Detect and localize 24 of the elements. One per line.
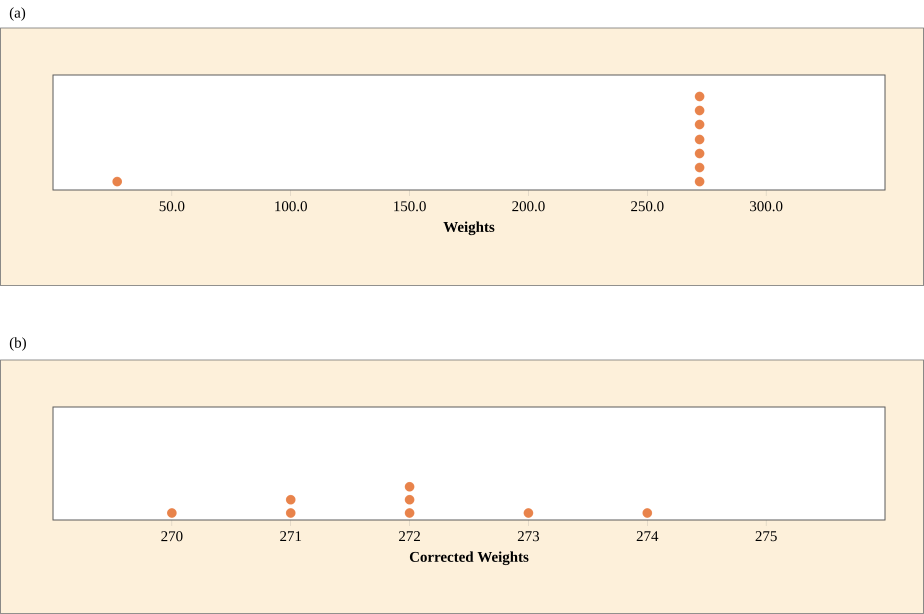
- chart-title: (a): [10, 7, 26, 21]
- x-tick-label: 100.0: [275, 201, 307, 212]
- x-tick-label: 273: [518, 531, 540, 542]
- x-tick-label: 250.0: [631, 201, 664, 212]
- chart-title: (b): [10, 337, 26, 351]
- x-tick-label: 270: [161, 531, 183, 542]
- x-tick-label: 150.0: [394, 201, 426, 212]
- point: [694, 120, 704, 130]
- x-axis-title: Weights: [443, 221, 494, 236]
- x-axis-title: Corrected Weights: [410, 551, 528, 566]
- x-tick-label: 50.0: [160, 201, 184, 212]
- x-tick-label: 300.0: [750, 201, 782, 212]
- x-tick-label: 200.0: [512, 201, 545, 212]
- point: [694, 92, 704, 102]
- point: [694, 176, 704, 186]
- x-tick-label: 271: [280, 531, 302, 542]
- x-tick-label: 272: [399, 531, 420, 542]
- point: [694, 106, 704, 116]
- x-tick-label: 275: [756, 531, 777, 542]
- point: [694, 148, 704, 158]
- point: [112, 176, 122, 186]
- point: [694, 162, 704, 172]
- point: [694, 134, 704, 144]
- x-tick-label: 274: [636, 531, 658, 542]
